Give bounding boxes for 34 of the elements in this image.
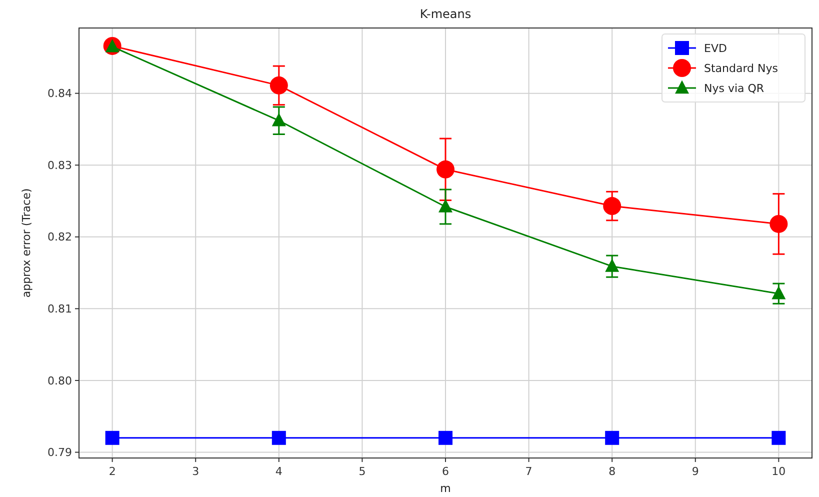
x-tick-label: 7 [525, 465, 532, 478]
point [438, 199, 452, 212]
x-tick-label: 10 [772, 465, 786, 478]
point [270, 76, 288, 94]
point [272, 430, 286, 445]
chart-title: K-means [420, 7, 472, 21]
y-axis-title: approx error (Trace) [20, 188, 33, 298]
y-tick-label: 0.82 [48, 230, 72, 244]
x-axis-title: m [440, 482, 451, 495]
x-tick-label: 5 [358, 465, 366, 478]
x-tick-label: 3 [192, 465, 200, 478]
legend-label: Standard Nys [704, 62, 778, 75]
point [772, 286, 786, 300]
point [272, 112, 286, 126]
x-tick-label: 2 [108, 465, 116, 478]
legend-label: EVD [704, 42, 727, 55]
x-tick-label: 8 [608, 465, 616, 478]
y-tick-label: 0.79 [48, 446, 72, 460]
y-tick-label: 0.81 [48, 302, 72, 316]
point [603, 197, 622, 216]
point [770, 214, 788, 233]
point [436, 160, 454, 178]
point [105, 430, 120, 445]
point [772, 430, 786, 445]
legend-label: Nys via QR [704, 82, 764, 95]
point [605, 258, 620, 272]
x-tick-label: 4 [275, 465, 282, 478]
point [605, 430, 620, 445]
x-tick-label: 6 [442, 465, 449, 478]
y-tick-label: 0.83 [48, 158, 72, 172]
y-tick-label: 0.84 [48, 87, 72, 100]
y-tick-label: 0.80 [48, 374, 72, 388]
x-tick-label: 9 [692, 465, 699, 478]
point [438, 430, 452, 445]
